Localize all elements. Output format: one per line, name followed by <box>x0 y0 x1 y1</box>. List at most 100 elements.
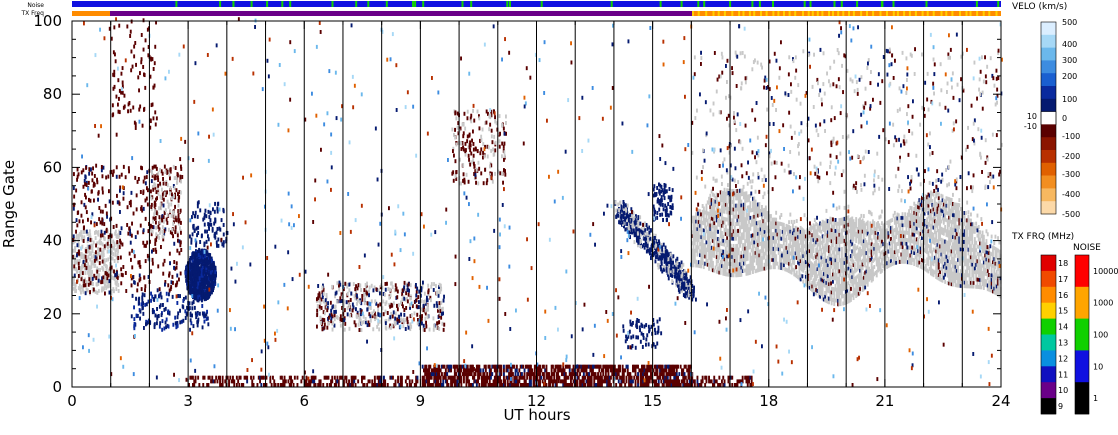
low-range-echo <box>260 375 263 380</box>
gray-scatter-point <box>742 206 745 211</box>
gray-scatter-point <box>852 270 855 275</box>
gray-scatter-point <box>821 245 824 250</box>
gray-scatter-point <box>918 216 921 221</box>
low-range-echo <box>692 379 695 384</box>
low-range-echo <box>621 379 624 384</box>
gray-scatter-point <box>719 234 722 239</box>
gray-scatter-point <box>812 230 815 235</box>
gray-scatter-point <box>802 254 805 258</box>
low-range-echo <box>559 368 562 373</box>
gray-scatter-point <box>730 229 732 234</box>
gray-scatter-point <box>890 229 892 234</box>
gray-scatter-point <box>768 247 771 252</box>
gray-scatter-point <box>699 260 701 265</box>
gray-scatter-point <box>950 278 953 283</box>
gray-scatter-point <box>853 232 856 237</box>
low-range-echo <box>607 364 610 369</box>
gray-scatter-point <box>915 263 918 267</box>
low-range-echo <box>192 383 194 387</box>
low-range-echo <box>326 383 329 387</box>
low-range-echo <box>604 364 607 369</box>
low-range-echo <box>641 368 643 373</box>
gray-scatter-point <box>702 265 705 270</box>
low-range-echo <box>313 375 316 380</box>
gray-scatter-point <box>735 236 738 241</box>
gray-scatter-point <box>829 235 832 239</box>
low-range-echo <box>546 372 549 377</box>
gray-scatter-point <box>975 270 978 275</box>
gray-scatter-point <box>727 221 730 226</box>
low-range-echo <box>331 379 334 384</box>
gray-scatter-point <box>908 260 910 265</box>
gray-scatter-point <box>834 298 837 303</box>
gray-scatter-point <box>726 254 729 259</box>
gray-scatter-point <box>726 210 729 215</box>
gray-scatter-point <box>861 284 864 289</box>
gray-scatter-point <box>792 253 794 258</box>
low-range-echo <box>481 383 483 387</box>
gray-scatter-point <box>693 223 696 228</box>
gray-scatter-point <box>792 234 794 239</box>
gray-scatter-point <box>899 237 901 242</box>
low-range-echo <box>279 375 282 380</box>
gray-scatter-point <box>82 230 85 235</box>
low-range-echo <box>343 383 345 387</box>
gray-scatter-point <box>993 290 996 295</box>
low-range-echo <box>603 364 606 369</box>
gray-scatter-point <box>696 234 699 239</box>
gray-scatter-point <box>971 233 974 238</box>
low-range-echo <box>483 383 486 387</box>
gray-scatter-point <box>810 286 812 291</box>
gray-scatter-point <box>887 220 890 225</box>
low-range-echo <box>652 368 655 373</box>
gray-scatter-point <box>726 232 729 237</box>
gray-scatter-point <box>744 250 747 255</box>
gray-scatter-point <box>784 249 787 253</box>
low-range-echo <box>487 375 490 380</box>
gray-scatter-point <box>744 242 747 247</box>
gray-scatter-point <box>752 200 754 205</box>
gray-scatter-point <box>94 289 97 294</box>
gray-scatter-point <box>927 232 930 237</box>
gray-scatter-point <box>856 227 859 231</box>
gray-scatter-point <box>957 203 959 207</box>
gray-scatter-point <box>770 265 772 270</box>
gray-scatter-point <box>753 225 756 230</box>
gray-scatter-point <box>972 280 975 285</box>
low-range-echo <box>744 375 747 380</box>
txfreq-strip: TX Freq <box>20 10 1001 17</box>
gray-scatter-point <box>988 251 990 255</box>
gray-scatter-point <box>979 252 981 257</box>
low-range-echo <box>446 372 449 377</box>
low-range-echo <box>506 375 509 380</box>
gray-scatter-point <box>775 225 778 229</box>
low-range-echo <box>456 368 459 373</box>
gray-scatter-point <box>744 268 747 273</box>
gray-scatter-point <box>995 251 998 256</box>
gray-scatter-point <box>944 210 947 215</box>
low-range-echo <box>575 364 578 369</box>
noise-strip-mark <box>412 1 414 7</box>
gray-scatter-point <box>768 228 771 233</box>
gray-scatter-point <box>952 260 954 265</box>
gray-scatter-point <box>927 199 930 204</box>
txfreq-strip-mark <box>705 11 708 16</box>
gray-scatter-point <box>824 250 827 255</box>
low-range-echo <box>615 375 618 380</box>
low-range-echo <box>643 383 646 387</box>
gray-scatter-point <box>968 240 971 245</box>
gray-scatter-point <box>955 202 958 207</box>
gray-scatter-point <box>834 247 837 252</box>
gray-scatter-point <box>723 257 726 262</box>
gray-scatter-point <box>739 229 741 234</box>
gray-scatter-point <box>737 269 740 274</box>
noise-strip-marks <box>175 1 1000 7</box>
gray-scatter-point <box>810 268 812 273</box>
gray-scatter-point <box>878 267 881 272</box>
gray-scatter-point <box>696 223 699 228</box>
gray-scatter-point <box>875 262 878 267</box>
gray-scatter-point <box>984 279 987 283</box>
gray-scatter-point <box>105 258 108 263</box>
low-range-echo <box>450 375 452 380</box>
gray-scatter-point <box>980 245 983 250</box>
